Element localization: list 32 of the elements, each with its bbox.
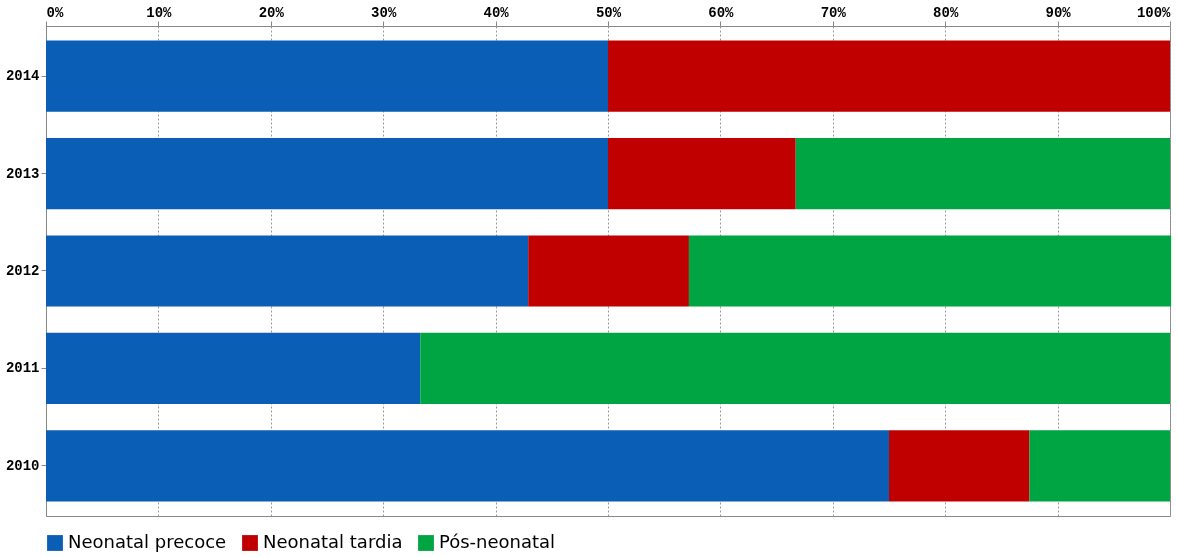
bar: [608, 40, 1170, 112]
bar: [528, 235, 689, 307]
x-tick-label: 100%: [1136, 4, 1172, 21]
bar: [46, 235, 529, 307]
bar: [420, 332, 1170, 404]
bar: [46, 138, 608, 210]
bar: [1029, 430, 1170, 502]
legend-label: Pós-neonatal: [439, 531, 556, 552]
x-tick-label: 80%: [933, 4, 959, 21]
x-tick-label: 40%: [483, 4, 510, 21]
x-tick-label: 70%: [820, 4, 847, 21]
y-tick-label: 2011: [5, 360, 40, 377]
legend-label: Neonatal tardia: [263, 531, 403, 552]
bar: [46, 332, 421, 404]
x-tick-label: 30%: [371, 4, 397, 21]
x-tick-label: 20%: [258, 4, 285, 21]
bar: [795, 138, 1170, 210]
bar: [889, 430, 1030, 502]
bar: [608, 138, 796, 210]
bar: [46, 430, 889, 502]
legend-label: Neonatal precoce: [68, 531, 227, 552]
y-tick-label: 2010: [5, 457, 40, 474]
bar: [46, 40, 608, 112]
y-tick-label: 2012: [5, 263, 40, 279]
x-tick-label: 50%: [595, 4, 622, 21]
bar: [688, 235, 1172, 307]
x-tick-label: 60%: [708, 4, 735, 21]
x-tick-label: 90%: [1045, 4, 1072, 21]
x-tick-label: 10%: [146, 4, 173, 21]
x-tick-label: 0%: [46, 4, 64, 21]
y-tick-label: 2013: [5, 165, 40, 182]
y-tick-label: 2014: [5, 68, 40, 85]
